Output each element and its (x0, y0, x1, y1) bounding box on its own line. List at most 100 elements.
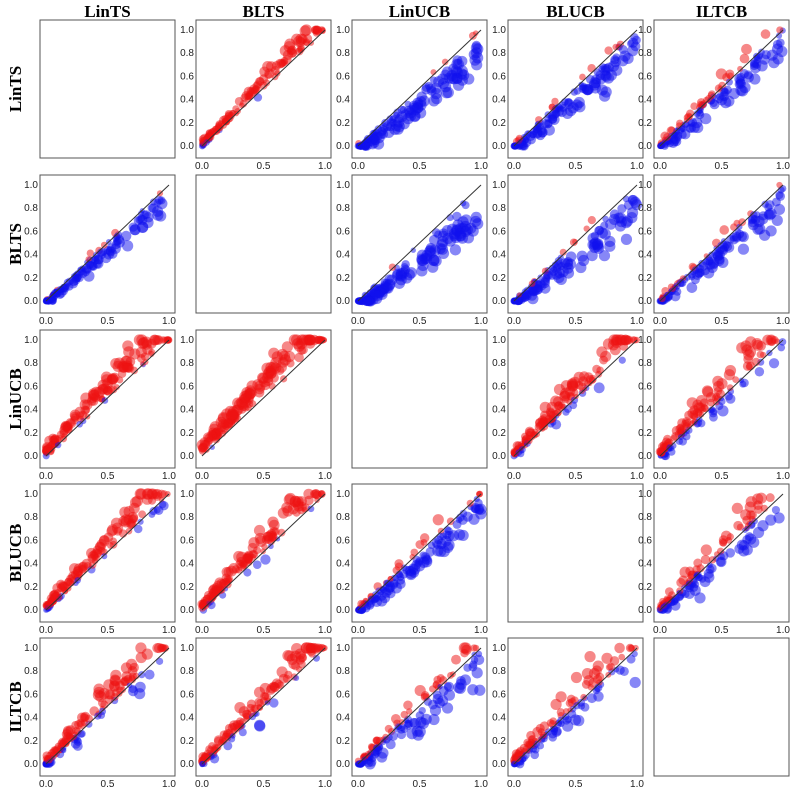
x-tick-label: 1.0 (318, 471, 332, 482)
x-tick-label: 0.0 (39, 316, 53, 327)
x-tick-label: 0.5 (569, 316, 583, 327)
data-point (754, 367, 765, 377)
y-tick-label: 0.2 (492, 736, 506, 747)
data-point (775, 32, 783, 39)
y-tick-label: 1.0 (180, 25, 194, 36)
y-tick-label: 0.8 (492, 666, 506, 677)
data-point (660, 131, 670, 141)
data-point (709, 99, 718, 108)
data-point (248, 537, 260, 549)
data-point (677, 426, 685, 435)
data-point (268, 382, 276, 390)
y-tick-label: 0.6 (336, 689, 350, 700)
data-point (757, 520, 769, 532)
data-point (70, 413, 80, 422)
data-point (297, 345, 307, 355)
data-point (588, 376, 596, 384)
y-tick-label: 1.0 (492, 643, 506, 654)
data-point (416, 265, 428, 277)
data-point (68, 563, 81, 575)
x-tick-label: 0.0 (195, 779, 209, 790)
y-tick-label: 1.0 (492, 180, 506, 191)
diagonal-line (659, 339, 784, 457)
data-point (428, 699, 438, 710)
y-tick-label: 0.6 (180, 71, 194, 82)
data-point (534, 121, 542, 128)
y-tick-label: 0.6 (638, 381, 652, 392)
data-point (120, 662, 133, 674)
data-point (685, 566, 695, 576)
data-point (569, 238, 578, 247)
data-point (269, 532, 278, 542)
data-point (388, 263, 397, 271)
y-tick-label: 0.8 (336, 512, 350, 523)
panel-linucb-vs-iltcb: 0.0 0.2 0.4 0.6 0.8 1.0 0.0 0.5 1.0 (638, 329, 790, 482)
data-point (93, 255, 103, 265)
data-point (107, 373, 119, 385)
data-point (118, 515, 129, 527)
diagonal-line (45, 339, 170, 457)
x-tick-label: 0.0 (195, 161, 209, 172)
y-tick-label: 0.4 (492, 95, 506, 106)
data-point (268, 347, 280, 359)
x-tick-label: 0.0 (653, 471, 667, 482)
data-point (231, 565, 241, 574)
y-tick-label: 1.0 (24, 180, 38, 191)
data-point (45, 603, 51, 610)
y-tick-label: 0.2 (638, 118, 652, 129)
data-point (99, 535, 110, 546)
data-point (109, 674, 121, 686)
y-tick-label: 0.4 (492, 250, 506, 261)
data-point (760, 29, 771, 39)
diagonal-line (357, 184, 482, 302)
panel-lints-vs-lints (39, 19, 176, 159)
x-tick-label: 1.0 (318, 625, 332, 636)
data-point (668, 591, 676, 599)
data-point (474, 684, 486, 696)
data-point (717, 405, 729, 417)
data-point (556, 105, 564, 113)
data-point (556, 708, 565, 717)
data-point (629, 676, 641, 689)
data-point (101, 553, 108, 560)
data-point (750, 59, 758, 67)
data-point (425, 547, 435, 557)
y-tick-label: 0.2 (336, 118, 350, 129)
data-point (584, 651, 596, 663)
panel-blucb-vs-lints: 0.0 0.2 0.4 0.6 0.8 1.0 0.0 0.5 1.0 (24, 483, 176, 636)
y-tick-label: 0.0 (492, 141, 506, 152)
data-point (517, 139, 524, 147)
data-point (775, 190, 784, 200)
y-tick-label: 0.6 (180, 689, 194, 700)
data-point (737, 65, 744, 72)
y-tick-label: 0.8 (492, 203, 506, 214)
y-tick-label: 0.8 (638, 358, 652, 369)
data-point (707, 407, 715, 414)
data-point (63, 741, 70, 747)
data-point (86, 249, 94, 257)
y-tick-label: 1.0 (24, 489, 38, 500)
data-point (696, 395, 708, 407)
data-point (239, 560, 248, 569)
data-point (603, 62, 614, 73)
data-point (56, 290, 65, 299)
data-point (408, 717, 419, 728)
data-point (430, 76, 438, 84)
data-point (595, 225, 605, 235)
data-point (748, 510, 757, 520)
y-tick-label: 1.0 (336, 643, 350, 654)
data-point (61, 432, 68, 439)
data-point (703, 571, 715, 583)
data-point (93, 386, 105, 399)
data-point (286, 653, 298, 666)
data-point (386, 274, 398, 286)
data-point (700, 544, 712, 556)
x-tick-label: 1.0 (776, 471, 790, 482)
data-point (209, 444, 215, 450)
data-point (451, 654, 461, 665)
x-tick-label: 0.5 (257, 779, 271, 790)
y-tick-label: 0.8 (180, 358, 194, 369)
data-point (757, 213, 769, 225)
data-point (703, 96, 710, 104)
data-point (471, 667, 483, 679)
